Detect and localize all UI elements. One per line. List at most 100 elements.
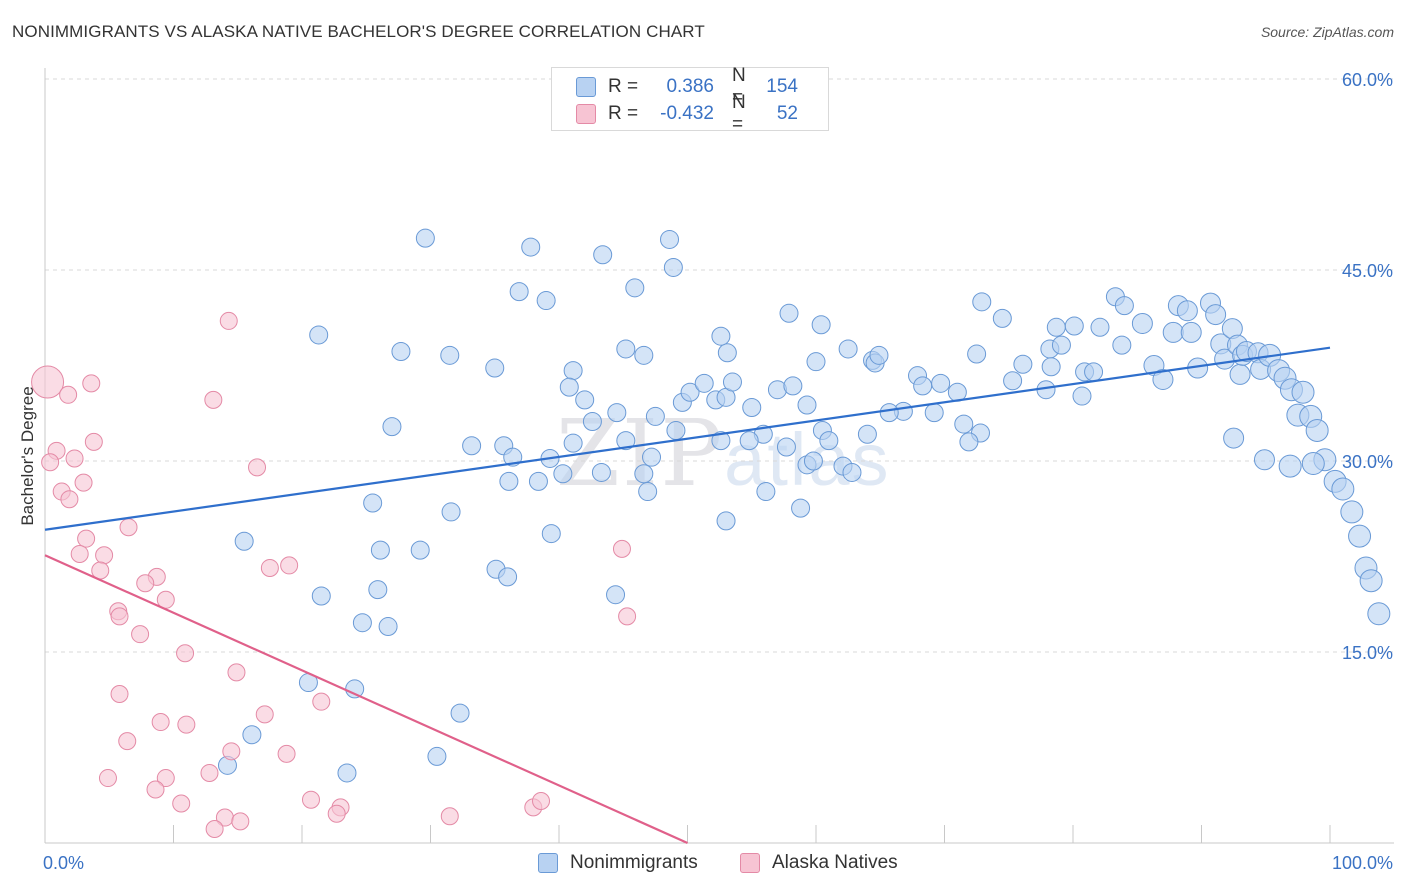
alaska-natives-point — [219, 311, 238, 330]
nonimmigrants-point — [1162, 321, 1184, 343]
alaska-natives-point — [146, 780, 165, 799]
nonimmigrants-point — [1291, 380, 1315, 404]
nonimmigrants-point — [363, 493, 383, 513]
nonimmigrants-point — [441, 502, 461, 522]
alaska-natives-point — [41, 453, 60, 472]
nonimmigrants-point — [242, 725, 262, 745]
alaska-natives-point — [131, 625, 150, 644]
nonimmigrants-point — [716, 511, 736, 531]
alaska-natives-point — [60, 490, 79, 509]
nonimmigrants-point — [634, 345, 654, 365]
nonimmigrants-point — [1072, 386, 1092, 406]
alaska-natives-point — [151, 713, 170, 732]
nonimmigrants-point — [1176, 300, 1198, 322]
alaska-natives-point — [31, 365, 65, 399]
nonimmigrants-point — [606, 585, 626, 605]
alaska-natives-point — [227, 663, 246, 682]
legend-n-label: N = — [732, 92, 746, 135]
nonimmigrants-point — [992, 308, 1012, 328]
nonimmigrants-point — [415, 228, 435, 248]
alaska-natives-point — [110, 685, 129, 704]
nonimmigrants-point — [559, 377, 579, 397]
nonimmigrants-point — [1253, 449, 1275, 471]
x-tick-label: 100.0% — [1332, 853, 1393, 873]
alaska-natives-point — [156, 769, 175, 788]
nonimmigrants-point — [1051, 335, 1071, 355]
nonimmigrants-point — [838, 339, 858, 359]
nonimmigrants-point — [337, 763, 357, 783]
nonimmigrants-point — [563, 361, 583, 381]
nonimmigrants-point — [842, 462, 862, 482]
alaska-natives-point — [204, 390, 223, 409]
nonimmigrants-point — [803, 451, 823, 471]
nonimmigrants-point — [309, 325, 329, 345]
nonimmigrants-point — [694, 373, 714, 393]
nonimmigrants-point — [857, 424, 877, 444]
nonimmigrants-point — [776, 437, 796, 457]
nonimmigrants-point — [553, 464, 573, 484]
nonimmigrants-point — [913, 376, 933, 396]
nonimmigrants-point — [234, 531, 254, 551]
legend-row-alaska-natives: R = -0.432 N = 52 — [576, 92, 798, 135]
alaska-natives-point — [277, 744, 296, 763]
legend-item-alaska-natives[interactable]: Alaska Natives — [740, 852, 898, 874]
nonimmigrants-point — [450, 703, 470, 723]
nonimmigrants-point — [1090, 317, 1110, 337]
nonimmigrants-point — [410, 540, 430, 560]
alaska-natives-point — [248, 458, 267, 477]
nonimmigrants-point — [869, 345, 889, 365]
alaska-natives-point — [205, 819, 224, 838]
alaska-natives-point — [95, 546, 114, 565]
y-tick-label: 45.0% — [1342, 261, 1393, 281]
nonimmigrants-point — [541, 524, 561, 544]
nonimmigrants-point — [370, 540, 390, 560]
alaska-natives-point — [59, 385, 78, 404]
nonimmigrants-point — [783, 376, 803, 396]
nonimmigrants-point — [797, 395, 817, 415]
alaska-natives-point — [136, 574, 155, 593]
legend-r-value: 0.386 — [666, 76, 714, 97]
nonimmigrants-point — [1064, 316, 1084, 336]
nonimmigrants-point — [634, 464, 654, 484]
nonimmigrants-point — [625, 278, 645, 298]
nonimmigrants-point — [498, 567, 518, 587]
legend-item-nonimmigrants[interactable]: Nonimmigrants — [538, 852, 698, 874]
source-credit: Source: ZipAtlas.com — [1260, 24, 1394, 40]
nonimmigrants-point — [779, 303, 799, 323]
nonimmigrants-point — [680, 382, 700, 402]
nonimmigrants-point — [791, 498, 811, 518]
y-tick-label: 30.0% — [1342, 452, 1393, 472]
nonimmigrants-point — [1367, 602, 1391, 626]
alaska-natives-point — [440, 807, 459, 826]
nonimmigrants-point — [722, 372, 742, 392]
x-tick-label: 0.0% — [43, 853, 84, 873]
nonimmigrants-point — [663, 257, 683, 277]
nonimmigrants-point — [1348, 524, 1372, 548]
legend-swatch-nonimmigrants — [538, 853, 558, 873]
legend-swatch-pink — [576, 104, 596, 124]
nonimmigrants-point — [959, 432, 979, 452]
nonimmigrants-point — [717, 343, 737, 363]
nonimmigrants-point — [924, 403, 944, 423]
alaska-natives-point — [177, 715, 196, 734]
alaska-natives-point — [255, 705, 274, 724]
nonimmigrants-point — [1003, 371, 1023, 391]
legend-r-label: R = — [608, 76, 639, 97]
y-tick-label: 60.0% — [1342, 70, 1393, 90]
alaska-natives-point — [172, 794, 191, 813]
nonimmigrants-point — [382, 417, 402, 437]
alaska-natives-point — [98, 769, 117, 788]
nonimmigrants-point — [711, 431, 731, 451]
legend-n-label: N = — [732, 65, 746, 108]
nonimmigrants-point — [440, 345, 460, 365]
nonimmigrants-point — [879, 403, 899, 423]
nonimmigrants-point — [756, 482, 776, 502]
nonimmigrants-point — [931, 373, 951, 393]
alaska-natives-point — [65, 449, 84, 468]
nonimmigrants-point — [582, 412, 602, 432]
nonimmigrants-point — [1114, 296, 1134, 316]
nonimmigrants-point — [528, 471, 548, 491]
nonimmigrants-point — [462, 436, 482, 456]
nonimmigrants-point — [642, 447, 662, 467]
